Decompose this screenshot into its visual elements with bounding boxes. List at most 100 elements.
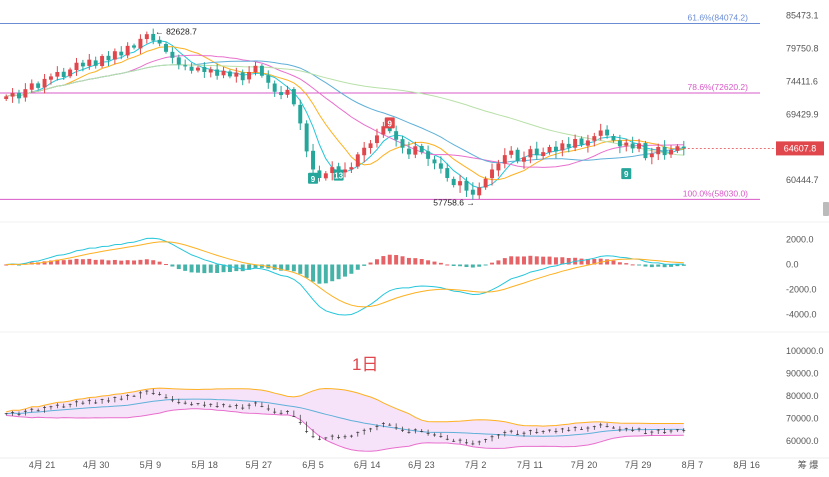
candle-body (208, 69, 213, 73)
moving-average-line (6, 64, 684, 156)
macd-histogram-bar (534, 256, 539, 265)
band-tick-label: 80000.0 (786, 391, 819, 401)
candle-body (605, 129, 610, 136)
candle-body (656, 146, 661, 155)
price-tick-label: 79750.8 (786, 44, 819, 54)
candle-body (630, 143, 635, 149)
macd-histogram-bar (560, 257, 565, 265)
macd-histogram-bar (541, 256, 546, 265)
macd-histogram-bar (368, 262, 373, 265)
candle-body (202, 66, 207, 73)
price-tick-label: 60444.7 (786, 175, 819, 185)
macd-histogram-bar (477, 264, 482, 267)
last-price-tag (776, 141, 824, 156)
candle-body (592, 136, 597, 141)
candle-body (643, 143, 648, 159)
macd-histogram-bar (349, 264, 354, 274)
price-tick-label: 69429.9 (786, 109, 819, 119)
candle-body (534, 148, 539, 156)
candle-body (669, 149, 674, 155)
band-fill (6, 388, 684, 452)
macd-histogram-bar (132, 260, 137, 265)
macd-histogram-bar (483, 264, 488, 266)
band-tick-label: 90000.0 (786, 369, 819, 379)
candle-body (4, 96, 9, 100)
macd-histogram-bar (80, 259, 85, 265)
candle-body (42, 78, 47, 88)
candle-body (502, 155, 507, 164)
macd-histogram-bar (151, 260, 156, 265)
x-tick-label: 7月 2 (465, 460, 487, 470)
macd-histogram-bar (195, 264, 200, 273)
candle-body (553, 146, 558, 152)
macd-histogram-bar (362, 264, 367, 266)
macd-histogram-bar (438, 262, 443, 265)
candle-body (624, 142, 629, 146)
macd-histogram-bar (681, 264, 686, 266)
candle-body (413, 146, 418, 155)
macd-histogram-bar (48, 260, 53, 265)
band-tick-label: 60000.0 (786, 436, 819, 446)
candle-body (387, 126, 392, 132)
candle-body (68, 69, 73, 77)
signal-badge-label: 9 (388, 119, 393, 128)
band-mid-line (6, 398, 684, 437)
candle-body (240, 72, 245, 81)
signal-badge (621, 168, 632, 180)
candle-body (157, 39, 162, 44)
candle-body (381, 126, 386, 135)
macd-histogram-bar (553, 257, 558, 265)
candle-body (445, 168, 450, 178)
candle-body (80, 62, 85, 67)
macd-histogram-bar (413, 258, 418, 265)
candle-body (496, 163, 501, 171)
macd-histogram-bar (55, 259, 60, 265)
macd-histogram-bar (355, 264, 360, 270)
candle-body (74, 62, 79, 71)
macd-histogram-bar (432, 261, 437, 265)
macd-histogram-bar (16, 264, 21, 266)
candle-body (400, 139, 405, 148)
candle-body (221, 70, 226, 76)
scroll-handle (823, 202, 829, 216)
macd-histogram-bar (579, 258, 584, 265)
macd-histogram-bar (598, 258, 603, 265)
macd-histogram-bar (119, 260, 124, 265)
signal-badge-label: 9 (311, 175, 316, 184)
moving-average-line (6, 54, 684, 168)
candle-body (16, 92, 21, 99)
macd-histogram-bar (106, 260, 111, 265)
band-lower-line (6, 408, 684, 452)
candle-body (144, 34, 149, 40)
x-tick-label: 6月 14 (354, 460, 381, 470)
candle-body (93, 60, 98, 66)
candle-body (227, 71, 232, 77)
macd-histogram-bar (547, 256, 552, 265)
macd-histogram-bar (374, 259, 379, 265)
macd-histogram-bar (93, 259, 98, 265)
band-upper-line (6, 387, 684, 427)
candle-body (458, 181, 463, 186)
macd-histogram-bar (643, 264, 648, 267)
macd-tick-label: 2000.0 (786, 235, 814, 245)
candle-body (36, 83, 41, 88)
candle-body (515, 149, 520, 162)
macd-histogram-bar (183, 264, 188, 271)
candle-body (451, 178, 456, 186)
band-tick-label: 70000.0 (786, 413, 819, 423)
macd-dif-line (6, 237, 684, 316)
candle-body (637, 143, 642, 149)
price-tick-label: 74411.6 (786, 76, 818, 86)
candle-body (234, 72, 239, 77)
x-tick-label: 5月 18 (191, 460, 218, 470)
macd-histogram-bar (259, 264, 264, 268)
candle-body (112, 51, 117, 60)
candle-body (611, 135, 616, 141)
candle-body (259, 65, 264, 76)
candle-body (649, 153, 654, 158)
high-annotation: ← 82628.7 (155, 27, 197, 37)
fib-level-label: 78.6%(72620.2) (688, 82, 749, 92)
macd-histogram-bar (285, 264, 290, 271)
